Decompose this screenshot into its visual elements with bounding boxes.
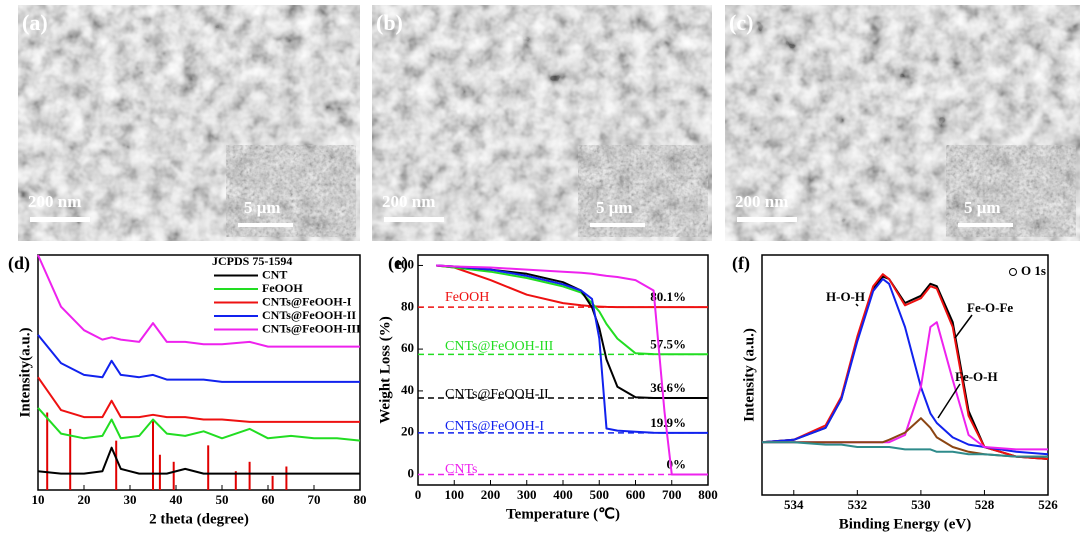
x-tick-label: 600 bbox=[626, 487, 646, 502]
inset-scale-bar-label: 5 μm bbox=[596, 198, 633, 217]
legend-label: CNTs@FeOOH-I bbox=[262, 294, 352, 308]
legend-label: CNTs@FeOOH-III bbox=[262, 321, 361, 335]
x-tick-label: 700 bbox=[662, 487, 682, 502]
peak-pointer bbox=[954, 314, 973, 339]
x-tick-label: 0 bbox=[415, 487, 422, 502]
x-tick-label: 526 bbox=[1038, 497, 1058, 512]
scale-bar-label: 200 nm bbox=[735, 192, 788, 211]
series-line bbox=[762, 441, 1048, 458]
series-line bbox=[436, 264, 708, 434]
sem-inset bbox=[577, 144, 709, 238]
series-line bbox=[761, 273, 1049, 460]
panel-label: (c) bbox=[729, 10, 753, 35]
legend-label: CNT bbox=[262, 267, 287, 281]
x-tick-label: 10 bbox=[32, 492, 45, 507]
x-tick-label: 400 bbox=[553, 487, 573, 502]
series-line bbox=[37, 376, 360, 423]
x-tick-label: 50 bbox=[216, 492, 229, 507]
x-tick-label: 40 bbox=[170, 492, 183, 507]
y-tick-label: 0 bbox=[408, 466, 415, 481]
series-line bbox=[762, 417, 1048, 458]
series-line bbox=[436, 264, 708, 399]
inset-scale-bar-label: 5 μm bbox=[244, 198, 281, 217]
plot-frame bbox=[37, 254, 361, 491]
series-label: CNTs@FeOOH-I bbox=[445, 419, 544, 434]
series-label: CNTs bbox=[445, 462, 477, 477]
x-tick-label: 80 bbox=[354, 492, 367, 507]
series-line bbox=[435, 264, 708, 356]
chart-label: (d) bbox=[8, 253, 30, 274]
series-line bbox=[37, 254, 360, 348]
x-tick-label: 500 bbox=[590, 487, 610, 502]
x-tick-label: 20 bbox=[78, 492, 91, 507]
series-label: CNTs@FeOOH-III bbox=[445, 339, 554, 354]
y-tick-label: 40 bbox=[401, 382, 414, 397]
x-tick-label: 800 bbox=[698, 487, 718, 502]
series-label: FeOOH bbox=[445, 290, 489, 305]
legend-label: FeOOH bbox=[262, 281, 303, 295]
x-axis-label: Temperature (℃) bbox=[506, 506, 620, 522]
x-tick-label: 532 bbox=[848, 497, 868, 512]
series-line bbox=[37, 407, 361, 442]
sem-inset bbox=[945, 144, 1077, 238]
sem-inset bbox=[225, 144, 357, 238]
legend-label: O 1s bbox=[1021, 263, 1046, 278]
series-line bbox=[761, 278, 1049, 456]
x-tick-label: 100 bbox=[445, 487, 465, 502]
scale-bar bbox=[737, 217, 797, 222]
legend-marker bbox=[1009, 268, 1017, 276]
x-tick-label: 200 bbox=[481, 487, 501, 502]
series-line bbox=[762, 321, 1048, 451]
x-tick-label: 60 bbox=[262, 492, 275, 507]
series-label: CNTs@FeOOH-II bbox=[445, 387, 549, 402]
series-line bbox=[37, 334, 360, 383]
reference-label: 19.9% bbox=[650, 415, 686, 430]
peak-label: Fe-O-H bbox=[955, 369, 998, 384]
scale-bar-label: 200 nm bbox=[28, 192, 81, 211]
series-line bbox=[37, 446, 360, 475]
scale-bar bbox=[30, 217, 90, 222]
reference-label: 36.6% bbox=[650, 380, 686, 395]
inset-scale-bar bbox=[958, 223, 1013, 227]
panel-label: (a) bbox=[22, 10, 48, 35]
x-tick-label: 70 bbox=[308, 492, 321, 507]
y-tick-label: 20 bbox=[401, 424, 414, 439]
x-tick-label: 534 bbox=[784, 497, 804, 512]
plot-frame bbox=[761, 254, 1049, 496]
reference-label: 80.1% bbox=[650, 289, 686, 304]
chart-label: (e) bbox=[388, 253, 408, 274]
y-tick-label: 100 bbox=[395, 256, 415, 271]
legend-label: CNTs@FeOOH-II bbox=[262, 308, 356, 322]
series-line bbox=[435, 264, 708, 309]
y-axis-label: Weight Loss (%) bbox=[377, 316, 393, 424]
scale-bar bbox=[384, 217, 444, 222]
x-tick-label: 300 bbox=[517, 487, 537, 502]
x-tick-label: 530 bbox=[911, 497, 931, 512]
x-axis-label: 2 theta (degree) bbox=[149, 511, 249, 527]
inset-scale-bar bbox=[590, 223, 645, 227]
y-axis-label: Intensity(a.u.) bbox=[17, 327, 33, 417]
chart-label: (f) bbox=[732, 253, 750, 274]
y-axis-label: Intensity (a.u.) bbox=[741, 328, 757, 422]
inset-scale-bar bbox=[238, 223, 293, 227]
y-tick-label: 80 bbox=[401, 298, 414, 313]
inset-scale-bar-label: 5 μm bbox=[964, 198, 1001, 217]
y-tick-label: 60 bbox=[401, 340, 414, 355]
peak-pointer bbox=[855, 303, 859, 307]
peak-label: H-O-H bbox=[826, 289, 865, 304]
peak-label: Fe-O-Fe bbox=[967, 300, 1013, 315]
scale-bar-label: 200 nm bbox=[382, 192, 435, 211]
peak-pointer bbox=[937, 383, 961, 419]
panel-label: (b) bbox=[376, 10, 403, 35]
x-axis-label: Binding Energy (eV) bbox=[839, 516, 972, 532]
x-tick-label: 30 bbox=[124, 492, 137, 507]
legend-label: JCPDS 75-1594 bbox=[212, 254, 292, 268]
reference-label: 57.5% bbox=[650, 336, 686, 351]
x-tick-label: 528 bbox=[975, 497, 995, 512]
series-line bbox=[436, 264, 708, 476]
